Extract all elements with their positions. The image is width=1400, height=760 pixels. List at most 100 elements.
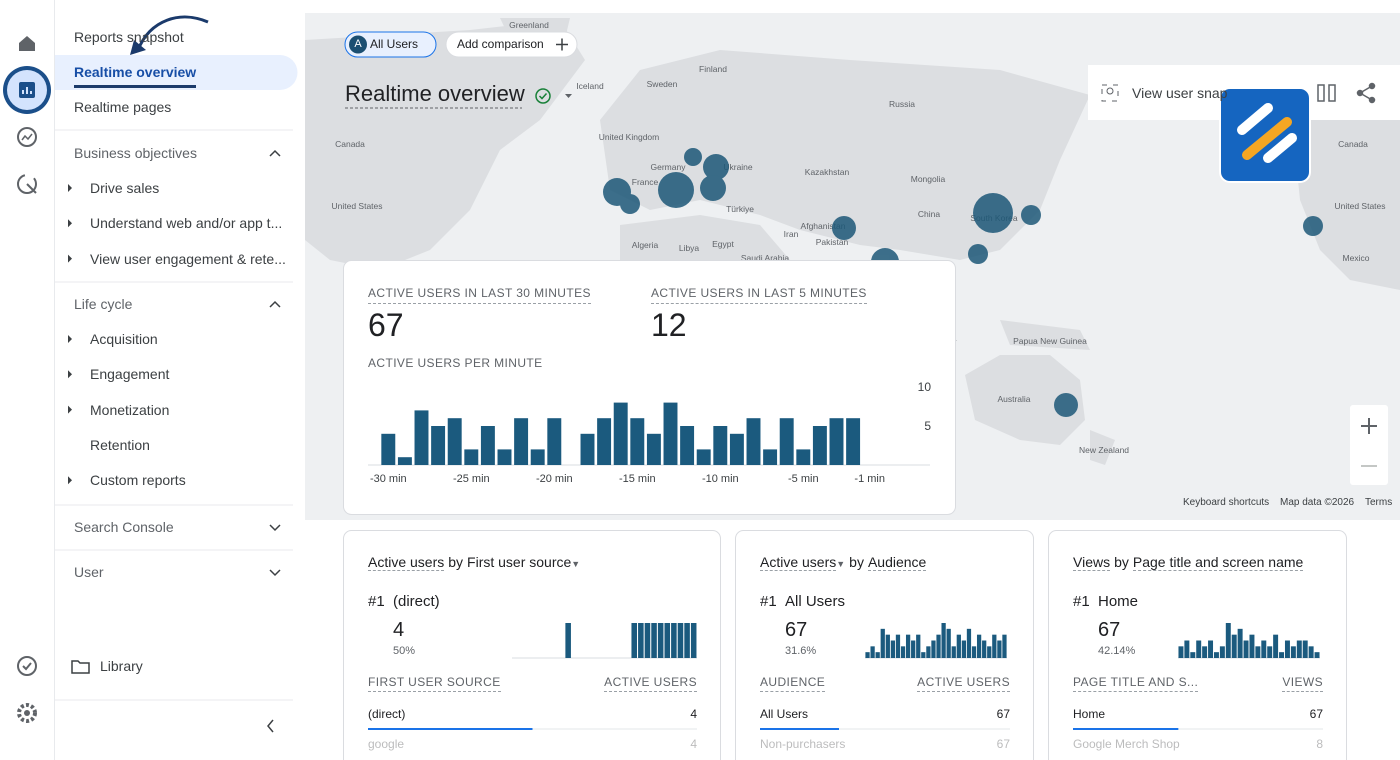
nav-item[interactable]: Retention [90, 436, 150, 453]
bar [597, 418, 612, 465]
admin-check-icon[interactable] [17, 656, 37, 676]
nav-item[interactable]: Custom reports [90, 472, 186, 489]
card-title: Active users▼ by Audience [760, 552, 927, 574]
nav-item[interactable]: Acquisition [90, 331, 158, 347]
nav-item[interactable]: Realtime pages [74, 99, 172, 115]
dimension[interactable]: Page title and screen name [1132, 554, 1304, 571]
dropdown[interactable]: ▼ [571, 559, 581, 569]
chevron [269, 149, 281, 157]
card-title: Views by Page title and screen name [1073, 552, 1304, 572]
segment-badge-text: A [354, 38, 362, 50]
land [600, 50, 1090, 260]
bar [630, 418, 645, 465]
map-label: Afghanistan [801, 221, 846, 231]
zoom-in[interactable] [1361, 418, 1377, 434]
nav-item[interactable]: Monetization [90, 401, 170, 418]
section-header[interactable]: Search Console [74, 519, 174, 535]
nav-item[interactable]: Reports snapshot [74, 29, 184, 45]
column-header: ACTIVE USERS [917, 673, 1010, 692]
bar [530, 449, 545, 465]
x-tick-label: -25 min [453, 473, 490, 485]
home-icon[interactable] [19, 36, 35, 51]
section-header[interactable]: Life cycle [74, 296, 133, 312]
map-label: Finland [699, 64, 727, 74]
map-label: Türkiye [726, 204, 754, 214]
map-dot [968, 244, 988, 264]
map-footer[interactable]: Terms [1365, 497, 1393, 508]
bar [931, 640, 936, 658]
bar [696, 449, 711, 465]
x-tick-label: -30 min [370, 473, 407, 485]
bar [890, 640, 896, 658]
share-bar [760, 728, 839, 730]
share-lines [1358, 85, 1373, 101]
bar [657, 623, 664, 658]
nav-item[interactable]: Realtime overview [74, 64, 197, 80]
rank: #1 [760, 593, 777, 610]
bar [381, 433, 396, 465]
by: by [448, 554, 464, 570]
row-label[interactable]: All Users [760, 707, 809, 721]
metric[interactable]: Views [1073, 554, 1111, 571]
map-label: Pakistan [816, 237, 849, 247]
row-label[interactable]: Home [1073, 707, 1106, 721]
advertising-icon-pointer [26, 183, 37, 194]
row-label[interactable]: google [368, 737, 405, 751]
bar [880, 628, 885, 658]
chevron [269, 524, 281, 532]
map-label: China [918, 209, 940, 219]
section-header[interactable]: Business objectives [74, 145, 197, 161]
row-label[interactable]: Google Merch Shop [1073, 737, 1180, 751]
segment-label[interactable]: All Users [370, 37, 419, 51]
share-icon[interactable] [1356, 82, 1376, 104]
bar [1237, 628, 1243, 658]
settings-icon[interactable] [17, 703, 37, 723]
nav-item[interactable]: Understand web and/or app t... [90, 215, 283, 232]
column-header: PAGE TITLE AND S... [1073, 673, 1199, 692]
map-label: Mexico [1343, 253, 1370, 263]
nav-item[interactable]: Engagement [90, 366, 170, 383]
snapshot-icon[interactable] [1101, 84, 1119, 102]
bar [875, 652, 880, 658]
bar [1314, 652, 1320, 658]
bar [921, 652, 926, 658]
bar [846, 418, 861, 465]
bar [966, 628, 972, 658]
collapse-icon[interactable] [267, 719, 274, 733]
column-header: VIEWS [1282, 673, 1323, 692]
row-label[interactable]: (direct) [368, 707, 406, 721]
bar [663, 402, 678, 465]
title-dropdown[interactable] [565, 94, 572, 98]
bar [638, 623, 644, 658]
add-comparison-chip[interactable] [445, 31, 578, 58]
top-value: 67 [785, 619, 808, 641]
nav-item[interactable]: Drive sales [90, 180, 160, 196]
column-header: FIRST USER SOURCE [368, 673, 501, 692]
map-dot [684, 148, 702, 166]
bar [1279, 652, 1285, 658]
dimension[interactable]: First user source [467, 554, 572, 570]
charts: 5 10 -30 min -25 min -20 min -15 min -10 min -5… [368, 380, 1323, 730]
advertising-icon[interactable] [17, 174, 37, 194]
row-value: 67 [1309, 707, 1323, 721]
metric[interactable]: Active users [368, 554, 445, 571]
dropdown[interactable]: ▼ [836, 559, 846, 569]
row-label[interactable]: Non-purchasers [760, 737, 846, 751]
metric[interactable]: Active users [760, 554, 837, 571]
land [305, 20, 585, 270]
explore-icon[interactable] [17, 127, 37, 147]
compare-icon[interactable] [1317, 84, 1325, 102]
dimension[interactable]: Audience [867, 554, 927, 571]
bar [447, 418, 462, 465]
segment-chip[interactable] [344, 31, 437, 58]
section-header[interactable]: User [74, 564, 104, 580]
map-label: United Kingdom [599, 132, 659, 142]
map-footer[interactable]: Keyboard shortcuts [1183, 497, 1270, 508]
add-comparison[interactable]: Add comparison [457, 37, 544, 51]
view-snapshot[interactable]: View user snap [1132, 85, 1228, 101]
map-label: France [632, 177, 659, 187]
nav-item[interactable]: View user engagement & rete... [90, 250, 286, 267]
library[interactable]: Library [100, 658, 143, 674]
bar [779, 418, 794, 465]
